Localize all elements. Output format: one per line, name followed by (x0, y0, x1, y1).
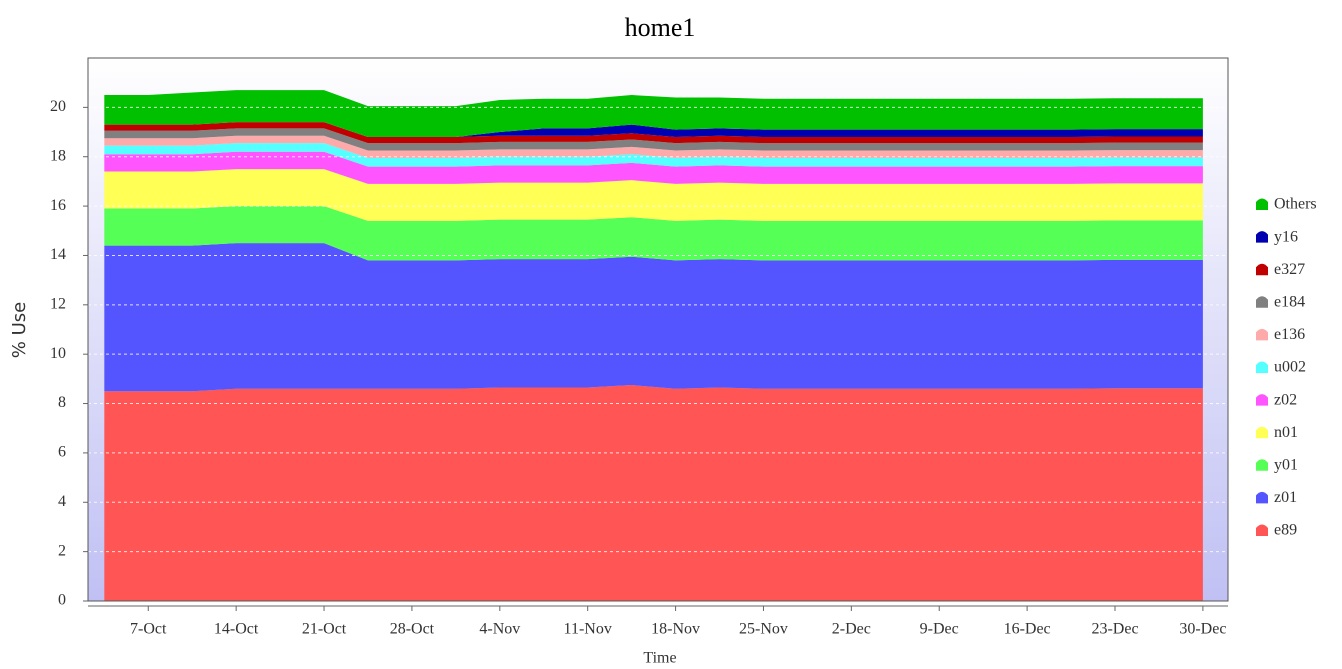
y-tick-label: 6 (58, 444, 66, 461)
y-axis-label: % Use (9, 302, 30, 358)
areas (104, 90, 1203, 601)
y-tick-label: 12 (50, 295, 66, 312)
area (104, 122, 1203, 144)
area (104, 135, 1203, 158)
x-tick-label: 30-Dec (1179, 621, 1226, 638)
legend-label: y01 (1274, 456, 1298, 473)
x-tick-label: 28-Oct (390, 621, 435, 638)
y-tick-label: 14 (50, 246, 66, 263)
y-tick-label: 10 (50, 345, 66, 362)
legend-swatch (1256, 491, 1268, 504)
legend-swatch (1256, 524, 1268, 536)
y-tick-label: 8 (58, 394, 66, 411)
legend-swatch (1256, 328, 1268, 341)
x-tick-label: 7-Oct (130, 621, 167, 638)
x-tick-label: 9-Dec (920, 621, 959, 638)
area (104, 385, 1203, 601)
x-tick-label: 25-Nov (739, 621, 788, 638)
area (104, 151, 1203, 184)
plot-border (87, 57, 1229, 602)
x-tick-label: 18-Nov (651, 621, 700, 638)
area (104, 143, 1203, 167)
legend-label: u002 (1274, 359, 1306, 376)
area (104, 206, 1203, 261)
legend-swatch (1256, 198, 1268, 210)
area (104, 90, 1203, 137)
y-tick-label: 18 (50, 147, 66, 164)
area (104, 243, 1203, 392)
y-tick-label: 4 (58, 493, 66, 510)
legend-label: n01 (1274, 424, 1298, 441)
x-tick-label: 16-Dec (1004, 621, 1051, 638)
legend-swatch (1256, 263, 1268, 276)
legend-swatch (1256, 394, 1268, 406)
area (104, 169, 1203, 221)
legend-swatch (1256, 426, 1268, 439)
legend-swatch (1256, 459, 1268, 471)
x-tick-label: 21-Oct (302, 621, 347, 638)
y-tick-label: 20 (50, 98, 66, 115)
x-axis-label: Time (643, 650, 676, 667)
x-tick-label: 4-Nov (479, 621, 520, 638)
legend-label: Others (1274, 196, 1317, 213)
x-tick-label: 23-Dec (1091, 621, 1138, 638)
y-tick-label: 16 (50, 197, 66, 214)
legend-label: e184 (1274, 293, 1305, 310)
legend-label: z02 (1274, 391, 1297, 408)
x-tick-label: 2-Dec (832, 621, 871, 638)
legend-swatch (1256, 296, 1268, 308)
legend-label: e327 (1274, 261, 1305, 278)
x-tick-label: 14-Oct (214, 621, 259, 638)
axes: 0 2 4 6 8 10 12 14 16 18 20 7-Oct 14-Oct 21-Oct 28-Oct… (50, 57, 1317, 638)
x-tick-label: 11-Nov (564, 621, 612, 638)
legend-label: z01 (1274, 489, 1297, 506)
legend-label: e89 (1274, 522, 1297, 539)
legend-label: e136 (1274, 326, 1305, 343)
area (104, 122, 1203, 137)
chart-title: home1 (625, 13, 696, 42)
legend-label: y16 (1274, 228, 1298, 245)
y-tick-label: 2 (58, 542, 66, 559)
legend-swatch (1256, 361, 1268, 373)
area (104, 128, 1203, 151)
y-tick-label: 0 (58, 592, 66, 609)
legend-swatch (1256, 231, 1268, 243)
